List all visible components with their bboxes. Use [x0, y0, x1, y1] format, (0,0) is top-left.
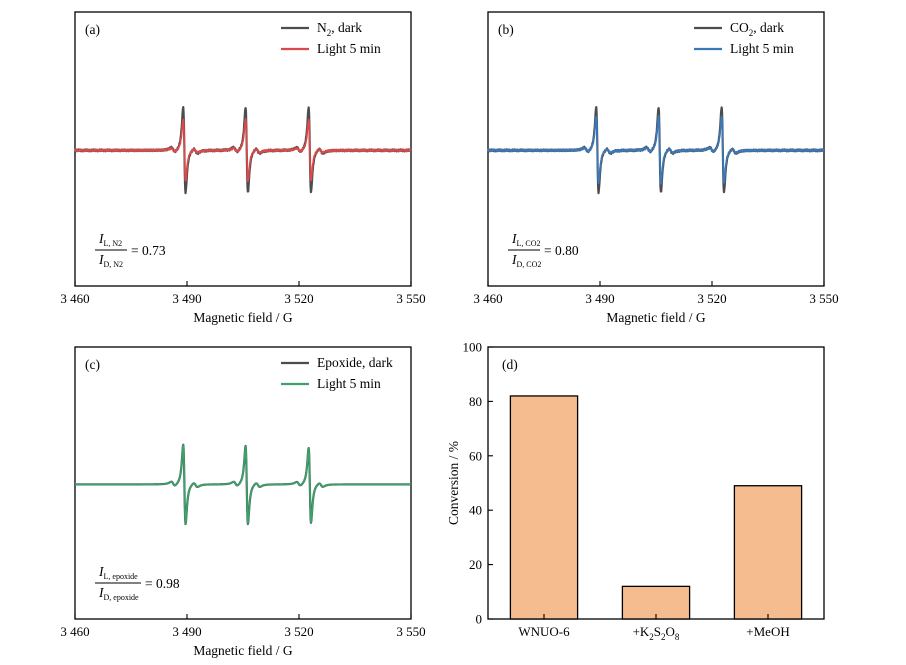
plot-frame: [74, 346, 412, 620]
legend-label: Light 5 min: [317, 41, 381, 56]
label-part: S: [654, 624, 661, 639]
y-axis-label: Conversion / %: [446, 441, 461, 525]
y-tick-label: 40: [469, 503, 482, 518]
label-part: +K: [633, 624, 650, 639]
panel-label: (b): [498, 22, 514, 37]
ratio-numerator: IL, N2: [98, 231, 122, 248]
ratio-symbol: I: [98, 564, 105, 579]
legend-label: Epoxide, dark: [317, 355, 393, 370]
x-tick-label: 3 460: [473, 291, 502, 306]
x-tick-label: 3 490: [172, 291, 201, 306]
legend-label: Light 5 min: [730, 41, 794, 56]
x-axis-label: Magnetic field / G: [193, 643, 293, 658]
x-axis-label: Magnetic field / G: [193, 310, 293, 325]
ratio-subscript: L, epoxide: [104, 572, 139, 581]
label-subscript: 2: [649, 632, 654, 642]
ratio-symbol: I: [98, 231, 105, 246]
label-part: +MeOH: [746, 624, 789, 639]
label-part: WNUO-6: [518, 624, 570, 639]
epr-panel: 3 460 3 490 3 520 3 550 Magnetic field / G (b…: [473, 11, 839, 325]
x-tick-label: 3 460: [60, 624, 89, 639]
ratio-value: = 0.98: [145, 576, 180, 591]
ratio-denominator: ID, epoxide: [98, 585, 139, 602]
y-tick-label: 0: [476, 612, 483, 627]
x-tick-label: 3 520: [284, 624, 313, 639]
ratio-subscript: L, N2: [104, 239, 123, 248]
x-tick-label: 3 490: [172, 624, 201, 639]
ratio-symbol: I: [98, 252, 105, 267]
series-line: [74, 117, 412, 183]
ratio-numerator: IL, epoxide: [98, 564, 138, 581]
epr-panel: 3 460 3 490 3 520 3 550 Magnetic field / G (c…: [60, 346, 426, 658]
ratio-symbol: I: [511, 231, 518, 246]
ratio-symbol: I: [511, 252, 518, 267]
x-tick-label: 3 520: [284, 291, 313, 306]
ratio-numerator: IL, CO2: [511, 231, 541, 248]
ratio-subscript: D, epoxide: [104, 593, 140, 602]
x-tick-label: WNUO-6: [518, 624, 570, 639]
x-tick-label: 3 520: [697, 291, 726, 306]
legend-label-rest: , dark: [331, 20, 362, 35]
ratio-value: = 0.80: [544, 243, 579, 258]
epr-panel: 3 460 3 490 3 520 3 550 Magnetic field / G (a…: [60, 11, 426, 325]
label-part: O: [666, 624, 675, 639]
panel-label: (a): [85, 22, 100, 37]
legend-label-main: CO: [730, 20, 749, 35]
bar: [733, 485, 803, 620]
x-tick-label: 3 460: [60, 291, 89, 306]
series-line: [487, 114, 825, 185]
legend-label: CO2, dark: [730, 20, 784, 38]
series-line: [74, 444, 412, 525]
ratio-denominator: ID, CO2: [511, 252, 541, 269]
x-axis-label: Magnetic field / G: [606, 310, 706, 325]
x-tick-label: 3 550: [396, 624, 425, 639]
legend-label-subscript: 2: [327, 28, 332, 38]
y-tick-label: 100: [463, 340, 483, 355]
y-tick-label: 80: [469, 394, 482, 409]
legend-label: Light 5 min: [317, 376, 381, 391]
ratio-subscript: D, N2: [104, 260, 124, 269]
y-tick-label: 60: [469, 448, 482, 463]
ratio-value: = 0.73: [131, 243, 166, 258]
ratio-subscript: L, CO2: [517, 239, 541, 248]
x-tick-label: +MeOH: [746, 624, 789, 639]
bar: [509, 395, 579, 620]
legend-label-rest: , dark: [753, 20, 784, 35]
ratio-symbol: I: [98, 585, 105, 600]
panel-label: (d): [502, 357, 518, 372]
x-tick-label: 3 550: [396, 291, 425, 306]
panel-label: (c): [85, 357, 100, 372]
ratio-denominator: ID, N2: [98, 252, 123, 269]
ratio-subscript: D, CO2: [517, 260, 542, 269]
x-tick-label: +K2S2O8: [633, 624, 680, 642]
x-tick-label: 3 490: [585, 291, 614, 306]
x-tick-label: 3 550: [809, 291, 838, 306]
legend-label: N2, dark: [317, 20, 362, 38]
legend-label-main: N: [317, 20, 327, 35]
legend-label-subscript: 2: [749, 28, 754, 38]
y-tick-label: 20: [469, 557, 482, 572]
label-subscript: 2: [661, 632, 666, 642]
label-subscript: 8: [675, 632, 680, 642]
